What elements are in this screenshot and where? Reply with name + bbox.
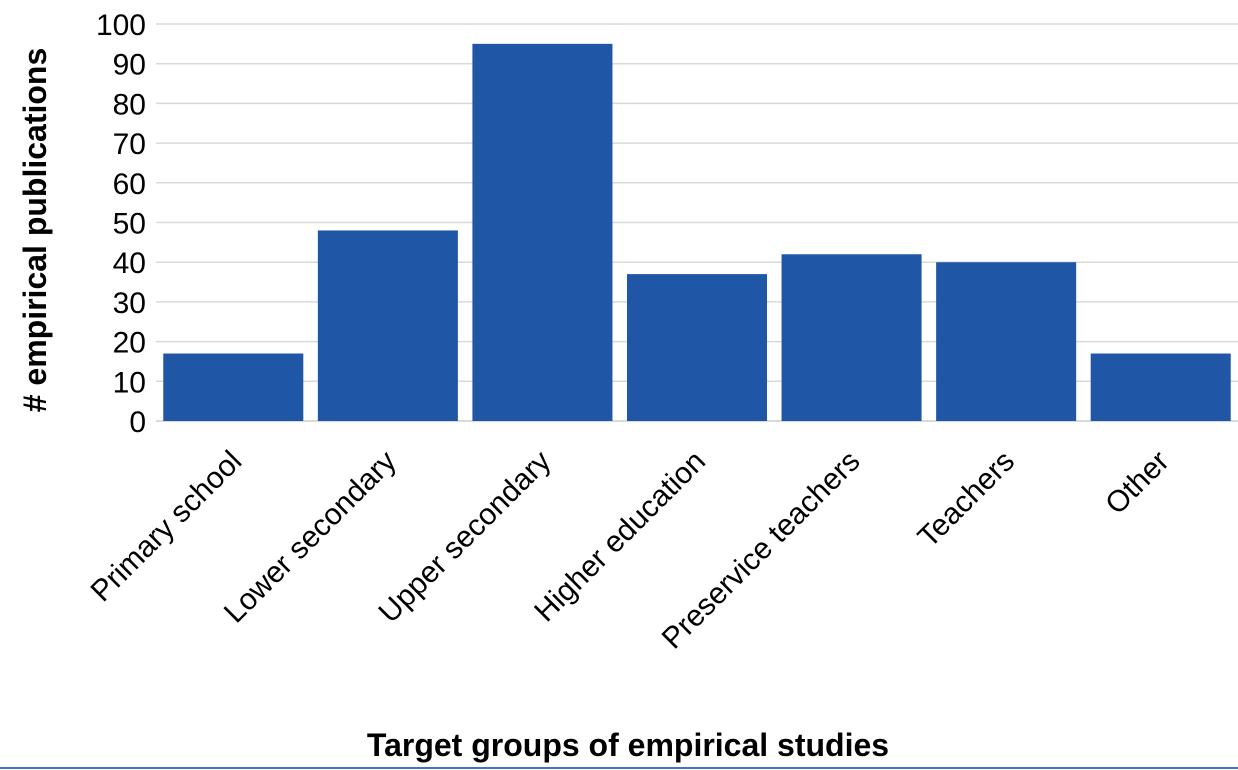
- x-tick-label: Upper secondary: [372, 445, 557, 630]
- x-tick-label: Lower secondary: [218, 445, 403, 630]
- y-tick-label: 70: [113, 128, 146, 161]
- y-tick-labels: 0 10 20 30 40 50 60 70 80 90 100: [96, 9, 146, 439]
- x-tick-label: Higher education: [528, 445, 712, 629]
- x-axis-title: Target groups of empirical studies: [367, 727, 889, 763]
- bar: [936, 262, 1077, 421]
- bar: [781, 254, 922, 421]
- y-tick-label: 10: [113, 366, 146, 399]
- y-tick-label: 80: [113, 88, 146, 121]
- bar: [472, 43, 613, 421]
- x-tick-label: Other: [1099, 445, 1175, 521]
- y-tick-label: 30: [113, 287, 146, 320]
- bar: [626, 274, 768, 421]
- y-tick-label: 90: [113, 49, 146, 82]
- bars: [163, 43, 1231, 421]
- bar: [163, 353, 304, 421]
- y-tick-label: 0: [129, 406, 146, 439]
- y-tick-label: 40: [113, 247, 146, 280]
- y-tick-label: 60: [113, 168, 146, 201]
- bar: [1090, 353, 1231, 421]
- y-tick-label: 20: [113, 327, 146, 360]
- y-tick-label: 50: [113, 208, 146, 241]
- bar: [317, 230, 458, 421]
- x-tick-label: Primary school: [85, 445, 249, 609]
- y-axis-title: # empirical publications: [17, 48, 53, 413]
- y-tick-label: 100: [96, 9, 146, 42]
- x-tick-label: Teachers: [912, 445, 1021, 554]
